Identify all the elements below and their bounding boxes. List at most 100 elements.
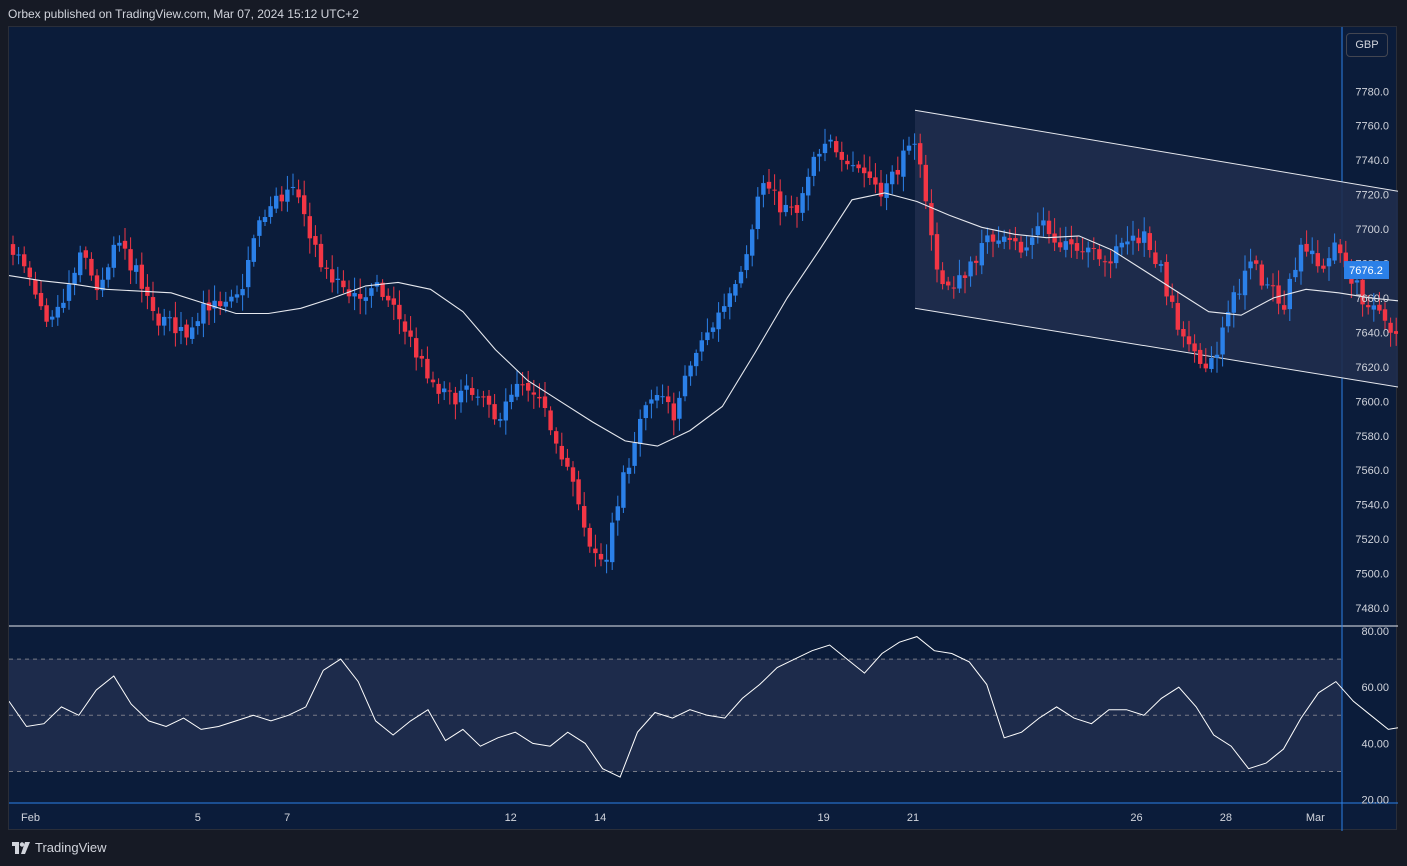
candle-body	[750, 229, 755, 256]
candle-body	[156, 313, 161, 326]
candle-body	[968, 261, 973, 277]
candle-body	[1192, 343, 1197, 352]
candle-body	[570, 467, 576, 482]
candle-body	[206, 302, 212, 311]
candle-body	[414, 338, 419, 358]
chart-panel[interactable]: 7780.07760.07740.07720.07700.07680.07660…	[8, 26, 1398, 831]
candle-body	[923, 164, 928, 202]
candle-body	[621, 472, 626, 508]
candle-body	[1125, 241, 1130, 245]
candle-body	[1388, 322, 1393, 333]
candle-body	[710, 327, 716, 332]
candle-body	[419, 355, 424, 359]
candle-body	[475, 396, 480, 398]
candle-body	[1063, 241, 1068, 250]
candle-body	[492, 404, 497, 420]
date-tick-label: Mar	[1306, 812, 1325, 824]
candle-body	[274, 195, 279, 209]
candle-body	[682, 375, 688, 397]
currency-button[interactable]: GBP	[1346, 33, 1388, 57]
candle-body	[666, 396, 671, 403]
candle-body	[722, 306, 727, 312]
candle-body	[1360, 279, 1365, 305]
publish-info: Orbex published on TradingView.com, Mar …	[8, 7, 359, 21]
candle-body	[150, 297, 156, 312]
candle-body	[850, 165, 856, 167]
candle-body	[1326, 258, 1332, 267]
candle-body	[1276, 285, 1281, 304]
candle-body	[873, 177, 878, 185]
candle-body	[1080, 251, 1085, 253]
candle-body	[1170, 295, 1175, 302]
candle-body	[1377, 304, 1382, 311]
candle-body	[1310, 250, 1315, 255]
candle-body	[94, 275, 100, 291]
candle-body	[1254, 260, 1259, 264]
candle-body	[632, 442, 637, 466]
candle-body	[862, 167, 867, 174]
candle-body	[50, 316, 55, 320]
date-tick-label: Feb	[21, 812, 40, 824]
candle-body	[974, 260, 979, 263]
candle-body	[1175, 303, 1180, 330]
candle-body	[1119, 242, 1124, 248]
candle-body	[1382, 309, 1388, 321]
candle-body	[912, 143, 917, 145]
candle-body	[391, 298, 396, 305]
candle-body	[1366, 305, 1371, 308]
candle-body	[251, 238, 256, 262]
candle-body	[738, 271, 744, 284]
moving-average-line	[9, 192, 1398, 447]
candle-body	[89, 258, 94, 276]
candle-body	[234, 294, 240, 298]
candle-body	[1074, 243, 1080, 251]
candle-body	[1181, 329, 1186, 337]
candle-body	[1231, 292, 1236, 313]
candle-body	[1265, 284, 1270, 286]
candle-body	[33, 279, 38, 295]
candle-body	[985, 235, 990, 243]
candle-body	[358, 293, 363, 299]
candle-body	[1046, 220, 1052, 235]
candle-body	[671, 403, 676, 421]
candle-body	[285, 189, 290, 202]
candle-body	[229, 296, 234, 302]
candle-body	[100, 279, 105, 291]
candle-body	[940, 270, 945, 285]
candle-body	[1097, 249, 1102, 260]
date-tick-label: 26	[1130, 812, 1142, 824]
price-tick-label: 7700.0	[1355, 224, 1389, 236]
candle-body	[766, 181, 772, 189]
channel-lower-line	[914, 307, 1398, 388]
candle-body	[1091, 248, 1096, 250]
candle-body	[162, 316, 167, 326]
candle-body	[509, 394, 514, 402]
candle-body	[688, 365, 693, 377]
candle-body	[318, 243, 324, 268]
candle-body	[610, 522, 615, 563]
candle-body	[1338, 244, 1343, 254]
tradingview-logo[interactable]: TradingView	[12, 840, 107, 855]
price-tick-label: 7520.0	[1355, 534, 1389, 546]
candle-body	[190, 327, 195, 339]
candle-body	[436, 383, 441, 394]
candle-body	[44, 305, 49, 322]
candle-body	[526, 383, 531, 391]
candle-body	[1270, 285, 1276, 287]
candle-body	[705, 332, 710, 341]
candle-body	[195, 321, 200, 327]
candle-body	[212, 300, 217, 309]
candle-body	[240, 289, 245, 296]
candle-body	[587, 527, 592, 547]
chart-svg[interactable]: 7780.07760.07740.07720.07700.07680.07660…	[9, 27, 1398, 831]
candle-body	[279, 194, 284, 202]
candle-body	[1332, 242, 1337, 261]
date-tick-label: 12	[505, 812, 517, 824]
candle-body	[839, 151, 844, 160]
candle-body	[733, 284, 738, 296]
candle-body	[430, 379, 436, 383]
candle-body	[408, 330, 413, 337]
candle-body	[397, 304, 402, 320]
candle-body	[78, 252, 83, 276]
candle-body	[1242, 270, 1248, 296]
